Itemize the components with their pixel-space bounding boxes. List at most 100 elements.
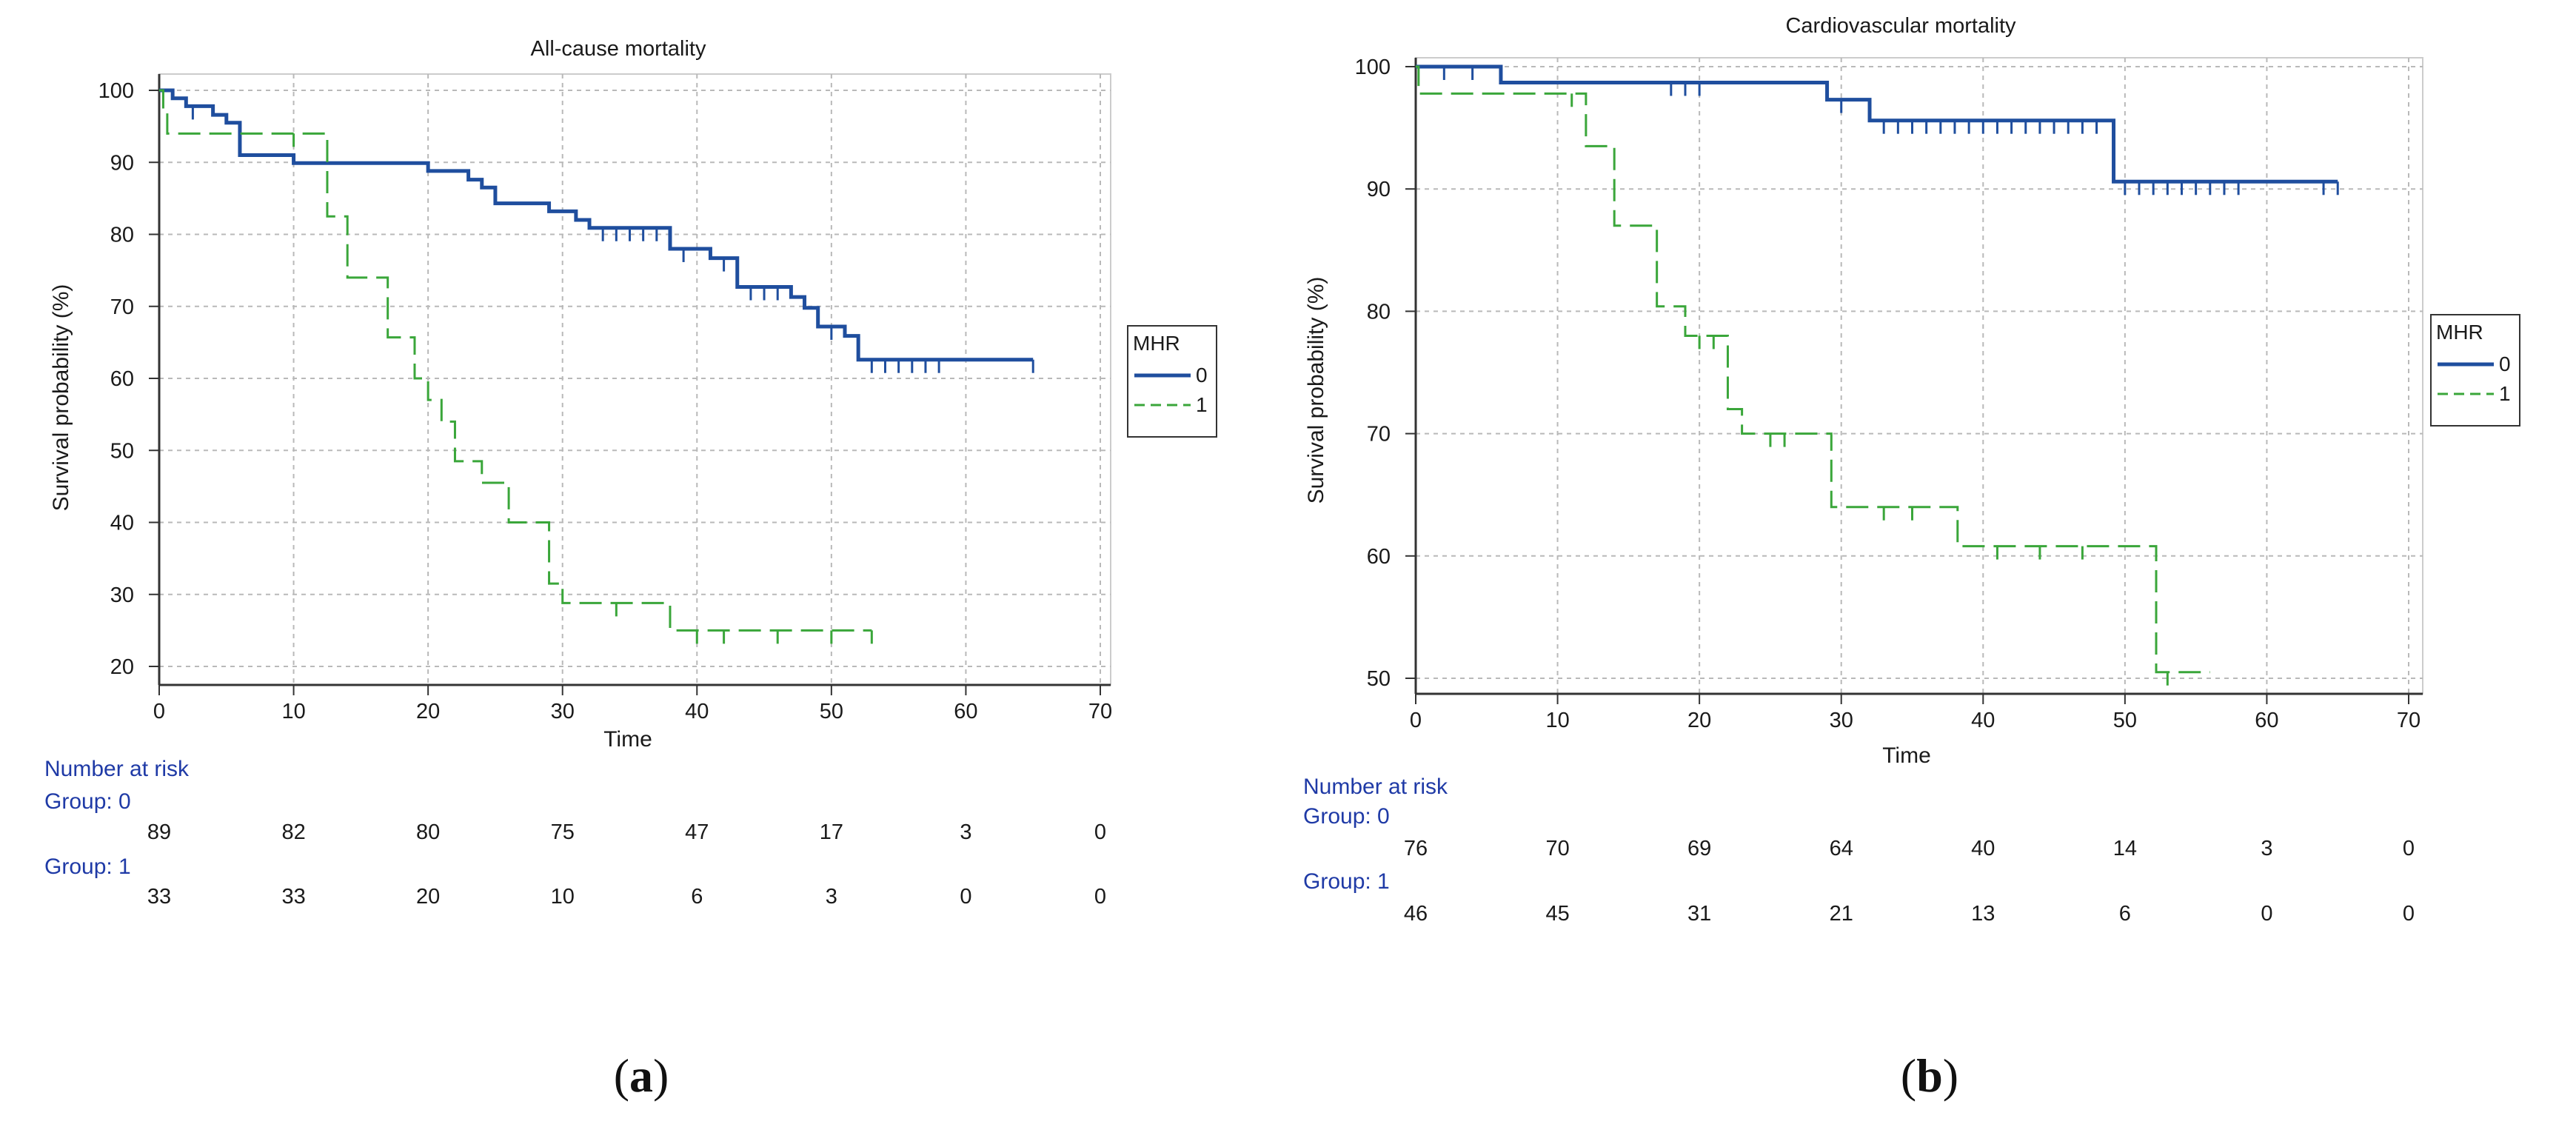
risk-group-0-label: Group: 0 (44, 789, 131, 814)
y-axis-label: Survival probability (%) (49, 284, 73, 512)
chart-title: Cardiovascular mortality (1785, 14, 2016, 38)
risk-value: 0 (1094, 820, 1106, 844)
x-tick-label: 0 (1410, 709, 1422, 732)
y-tick-label: 20 (110, 655, 134, 679)
risk-table: Number at risk Group: 0 76 70 69 64 40 14 3 0 G… (1303, 775, 2415, 926)
legend-label-group-1: 1 (2499, 382, 2511, 405)
risk-value: 82 (281, 820, 305, 844)
legend: MHR 0 1 (1127, 325, 1217, 438)
risk-value: 21 (1830, 902, 1853, 926)
x-tick-label: 70 (1088, 700, 1112, 723)
risk-value: 76 (1404, 837, 1428, 860)
risk-value: 6 (2119, 902, 2131, 926)
x-tick-label: 20 (416, 700, 440, 723)
risk-value: 3 (826, 885, 837, 909)
legend-title: MHR (2436, 321, 2483, 344)
y-tick-label: 90 (110, 151, 134, 175)
y-tick-label: 50 (110, 439, 134, 463)
risk-value: 40 (1971, 837, 1995, 860)
y-tick-label: 50 (1367, 667, 1391, 691)
survival-curve-group-0 (159, 88, 1034, 362)
plot-frame (158, 73, 1111, 686)
risk-table-header: Number at risk (44, 757, 190, 781)
y-tick-label: 70 (1367, 423, 1391, 447)
risk-value: 75 (551, 820, 575, 844)
risk-value: 0 (2403, 902, 2415, 926)
panel-a: All-cause mortality 20304050607080901000… (44, 37, 1217, 1102)
risk-value: 3 (2261, 837, 2272, 860)
y-tick-label: 100 (1355, 56, 1391, 79)
risk-row-group-1: 46 45 31 21 13 6 0 0 (1404, 902, 2415, 926)
risk-value: 6 (691, 885, 703, 909)
risk-value: 89 (147, 820, 171, 844)
legend-title: MHR (1133, 332, 1180, 355)
y-axis-label: Survival probability (%) (1304, 277, 1328, 504)
panel-letter-a: a (629, 1049, 653, 1102)
x-tick-label: 40 (1971, 709, 1995, 732)
x-tick-label: 50 (820, 700, 843, 723)
risk-row-group-0: 89 82 80 75 47 17 3 0 (147, 820, 1106, 844)
risk-value: 17 (820, 820, 843, 844)
risk-value: 20 (416, 885, 440, 909)
risk-value: 64 (1830, 837, 1853, 860)
y-tick-label: 60 (1367, 545, 1391, 569)
x-tick-label: 60 (2255, 709, 2278, 732)
risk-group-1-label: Group: 1 (1303, 869, 1390, 894)
x-tick-label: 70 (2397, 709, 2421, 732)
risk-value: 0 (960, 885, 971, 909)
survival-curve-group-1 (159, 89, 872, 632)
x-tick-label: 30 (1830, 709, 1853, 732)
risk-row-group-1: 33 33 20 10 6 3 0 0 (147, 885, 1106, 909)
risk-value: 14 (2113, 837, 2137, 860)
panel-label-b: (b) (1901, 1049, 1958, 1102)
risk-value: 70 (1545, 837, 1569, 860)
x-tick-label: 10 (1545, 709, 1569, 732)
legend-frame (2430, 314, 2520, 427)
risk-value: 0 (1094, 885, 1106, 909)
risk-value: 0 (2261, 902, 2272, 926)
risk-value: 3 (960, 820, 971, 844)
x-tick-label: 0 (153, 700, 165, 723)
panel-label-a: (a) (614, 1049, 669, 1102)
legend: MHR 0 1 (2430, 314, 2520, 427)
survival-curve-group-1 (1416, 65, 2210, 674)
x-tick-label: 30 (551, 700, 575, 723)
plot-frame (1415, 57, 2423, 695)
x-tick-label: 50 (2113, 709, 2137, 732)
legend-label-group-1: 1 (1196, 393, 1208, 416)
plot-area: 50 60 70 80 90 100 0 10 20 30 40 50 60 70 (1355, 56, 2423, 732)
y-tick-label: 30 (110, 583, 134, 607)
legend-label-group-0: 0 (1196, 364, 1208, 387)
x-tick-label: 20 (1687, 709, 1711, 732)
x-axis-label: Time (603, 727, 652, 752)
risk-value: 0 (2403, 837, 2415, 860)
x-tick-label: 10 (281, 700, 305, 723)
risk-table-header: Number at risk (1303, 775, 1448, 799)
x-axis-label: Time (1882, 743, 1931, 768)
y-tick-label: 60 (110, 367, 134, 391)
risk-group-1-label: Group: 1 (44, 855, 131, 879)
y-tick-label: 80 (110, 224, 134, 247)
y-tick-label: 80 (1367, 300, 1391, 324)
risk-row-group-0: 76 70 69 64 40 14 3 0 (1404, 837, 2415, 860)
y-tick-label: 90 (1367, 178, 1391, 201)
x-tick-label: 60 (954, 700, 977, 723)
y-tick-label: 70 (110, 295, 134, 319)
risk-value: 80 (416, 820, 440, 844)
risk-value: 69 (1687, 837, 1711, 860)
risk-value: 13 (1971, 902, 1995, 926)
risk-value: 47 (685, 820, 709, 844)
y-tick-label: 100 (98, 79, 134, 103)
risk-table: Number at risk Group: 0 89 82 80 75 47 17 3 0 G… (44, 757, 1106, 909)
y-tick-label: 40 (110, 512, 134, 535)
plot-area: 20 30 40 50 60 70 80 90 100 0 10 20 30 40 50 60 70 (98, 73, 1112, 723)
risk-value: 33 (147, 885, 171, 909)
panel-letter-b: b (1916, 1049, 1943, 1102)
risk-value: 45 (1545, 902, 1569, 926)
survival-curve-group-0 (1416, 64, 2338, 184)
legend-label-group-0: 0 (2499, 352, 2511, 375)
risk-value: 33 (281, 885, 305, 909)
risk-value: 10 (551, 885, 575, 909)
